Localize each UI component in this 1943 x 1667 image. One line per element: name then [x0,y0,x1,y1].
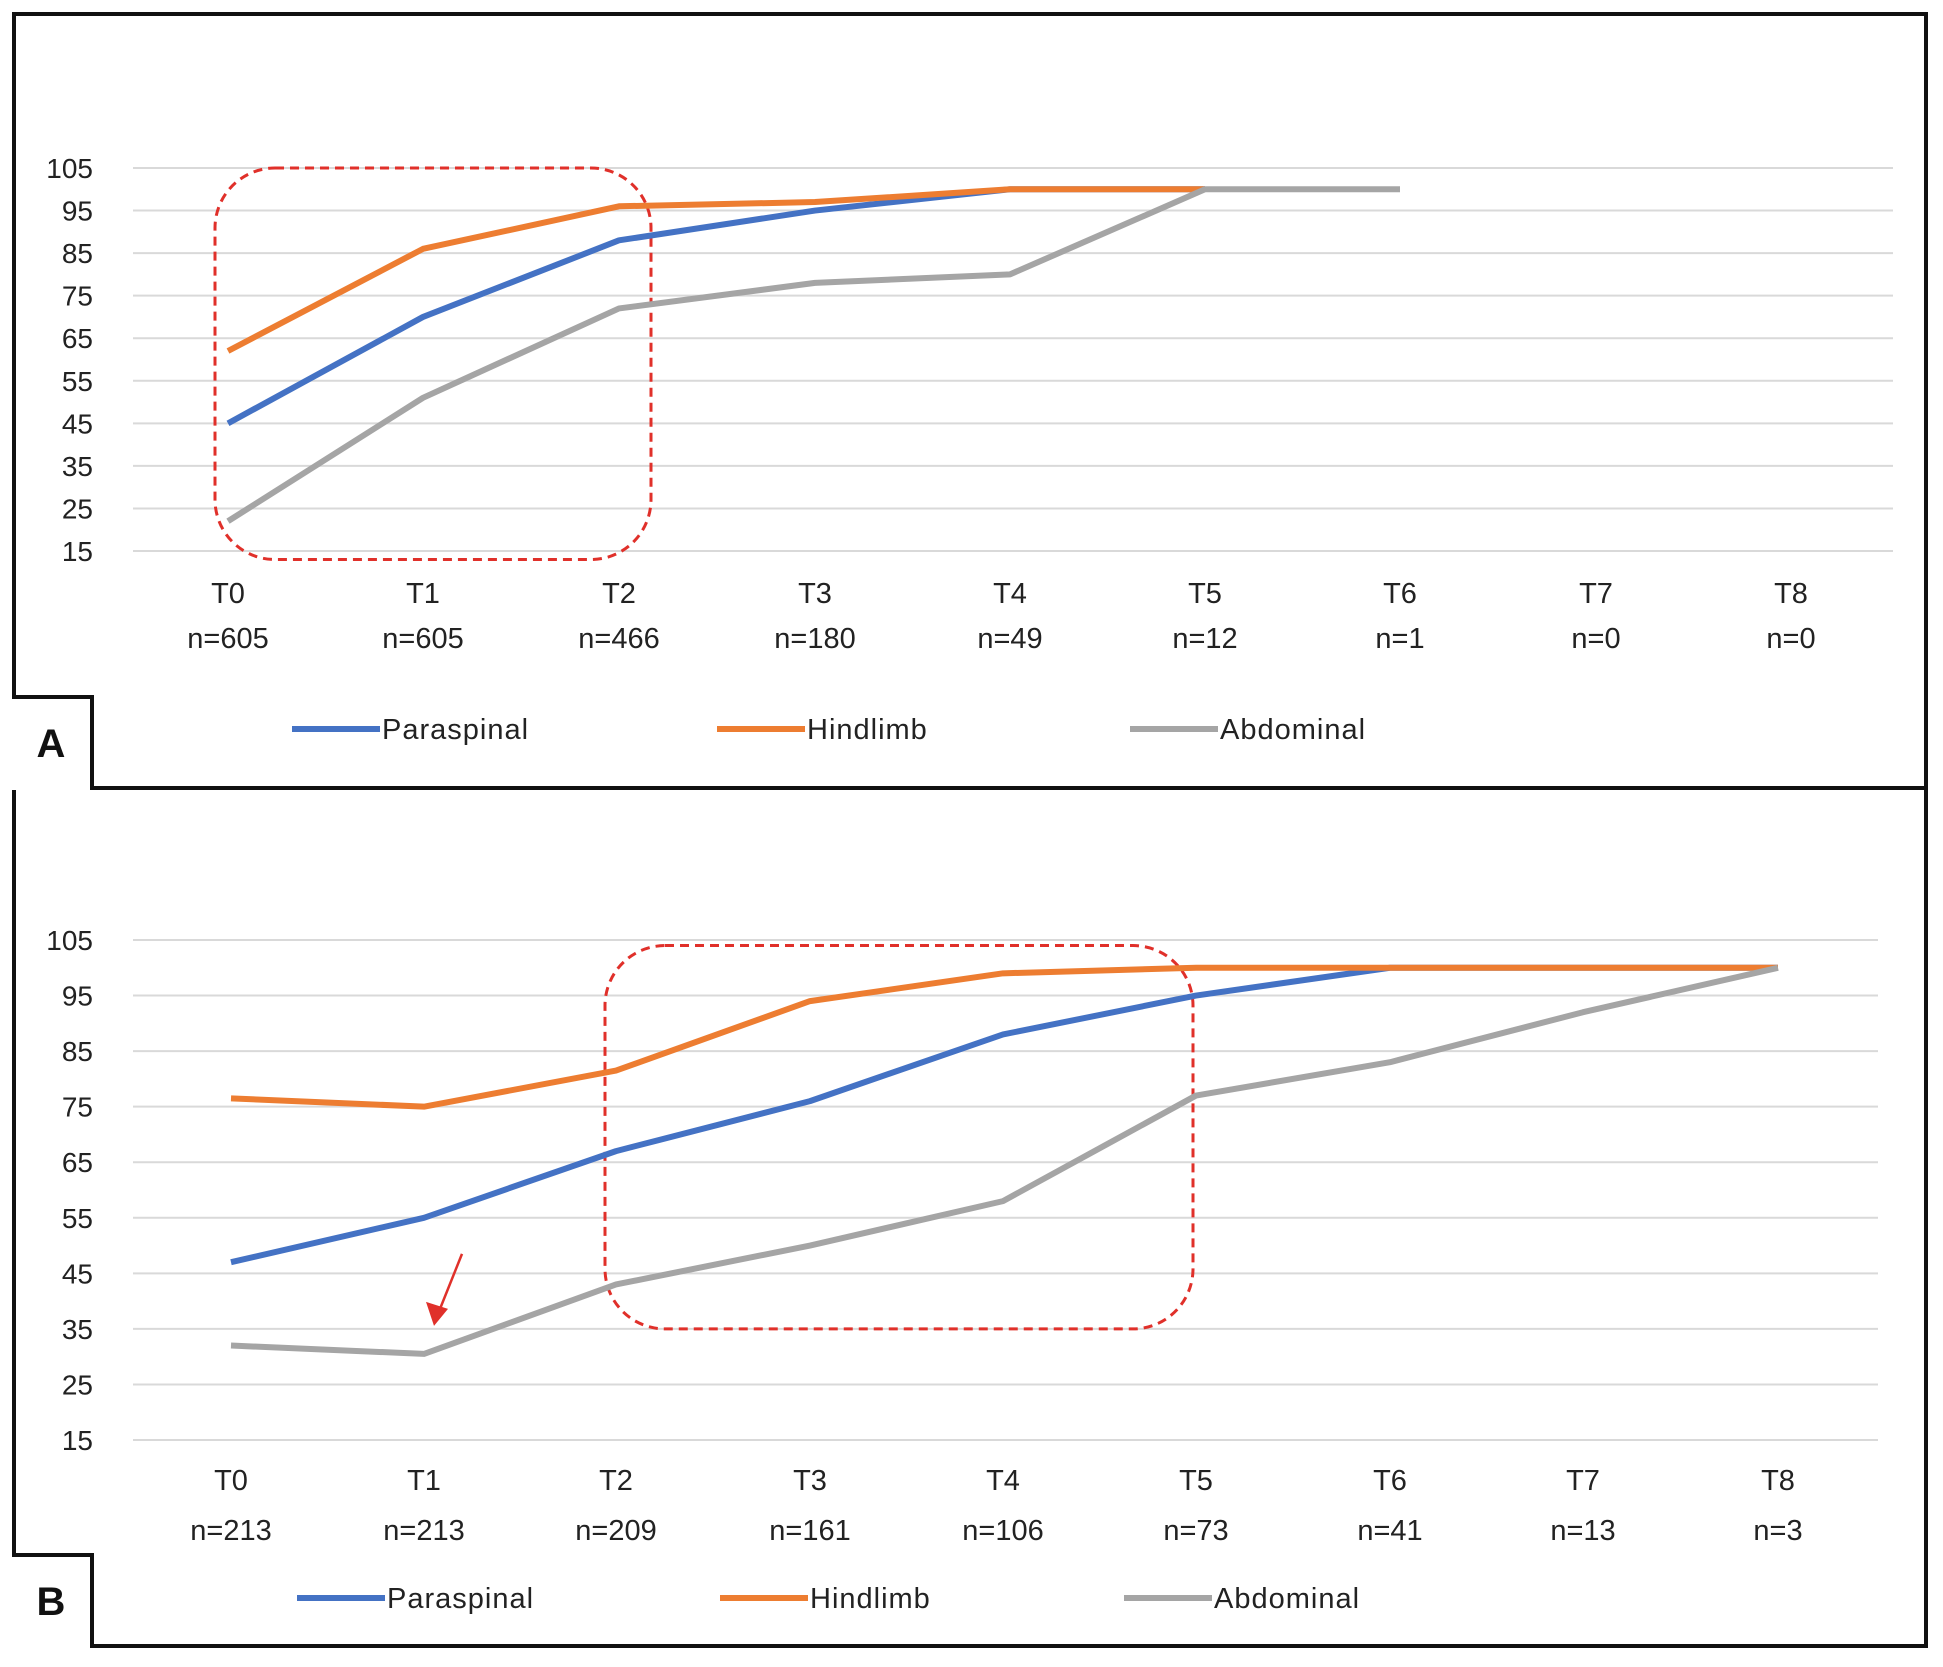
panel-b-series-abdominal-line [230,964,1779,1357]
panel-b-x-tick-label: T7 [1566,1465,1600,1497]
panel-b-y-tick-label: 35 [62,1314,93,1345]
panel-a-sample-size-label: n=466 [578,623,659,655]
panel-b-legend-paraspinal-label: Paraspinal [387,1583,534,1615]
panel-a-y-tick-label: 105 [46,153,93,184]
panel-a-sample-size-label: n=605 [382,623,463,655]
panel-b-x-tick-label: T5 [1179,1465,1213,1497]
panel-b-x-tick-label: T0 [214,1465,248,1497]
panel-b-sample-size-label: n=161 [769,1515,850,1547]
panel-a-x-tick-label: T7 [1579,578,1613,610]
panel-a-series-hindlimb-line [226,186,1205,354]
panel-a-y-tick-label: 25 [62,493,93,524]
panel-divider [12,786,1928,790]
panel-a-legend-paraspinal-label: Paraspinal [382,714,529,746]
panel-label-a: A [12,695,94,790]
panel-a-y-tick-label: 95 [62,196,93,227]
panel-a-sample-size-label: n=12 [1172,623,1237,655]
panel-b-series-hindlimb-line [230,964,1778,1110]
figure-frame [12,12,1928,1648]
panel-a-highlight-box [213,166,653,562]
panel-a-y-tick-label: 45 [62,408,93,439]
panel-a-series-abdominal-line [226,186,1400,524]
panel-a-sample-size-label: n=180 [774,623,855,655]
panel-b-x-tick-label: T8 [1761,1465,1795,1497]
panel-a-y-tick-label: 15 [62,536,93,567]
panel-b-y-tick-label: 95 [62,981,93,1012]
panel-b-y-tick-label: 65 [62,1147,93,1178]
panel-b-y-tick-label: 55 [62,1203,93,1234]
panel-b-y-tick-label: 15 [62,1425,93,1456]
panel-a-sample-size-label: n=605 [187,623,268,655]
panel-a-y-tick-label: 65 [62,323,93,354]
panel-a-sample-size-label: n=49 [977,623,1042,655]
panel-b-sample-size-label: n=13 [1550,1515,1615,1547]
panel-b-x-tick-label: T2 [599,1465,633,1497]
panel-b-y-tick-label: 45 [62,1258,93,1289]
panel-a-sample-size-label: n=0 [1571,623,1620,655]
panel-b-y-tick-label: 85 [62,1036,93,1067]
panel-a-y-tick-label: 85 [62,238,93,269]
panel-a-y-tick-label: 75 [62,281,93,312]
panel-b-arrow-shaft [436,1253,464,1315]
panel-b-x-tick-label: T3 [793,1465,827,1497]
panel-b-x-tick-label: T4 [986,1465,1020,1497]
panel-a-sample-size-label: n=0 [1766,623,1815,655]
panel-b-sample-size-label: n=106 [962,1515,1043,1547]
panel-b-y-tick-label: 25 [62,1369,93,1400]
panel-a-x-tick-label: T4 [993,578,1027,610]
panel-a-series-paraspinal-line [226,186,1205,426]
panel-b-sample-size-label: n=213 [190,1515,271,1547]
panel-b-highlight-box [603,944,1195,1331]
panel-b-sample-size-label: n=3 [1753,1515,1802,1547]
panel-b-arrow-head [426,1301,448,1326]
panel-a-x-tick-label: T5 [1188,578,1222,610]
panel-a-y-tick-label: 55 [62,366,93,397]
panel-a-x-tick-label: T0 [211,578,245,610]
panel-b-x-tick-label: T1 [407,1465,441,1497]
panel-b-legend-abdominal-label: Abdominal [1214,1583,1360,1615]
panel-a-x-tick-label: T1 [406,578,440,610]
panel-label-b: B [12,1553,94,1648]
panel-b-sample-size-label: n=213 [383,1515,464,1547]
panel-a-x-tick-label: T8 [1774,578,1808,610]
panel-b-y-tick-label: 75 [62,1092,93,1123]
panel-a-sample-size-label: n=1 [1375,623,1424,655]
panel-a-x-tick-label: T2 [602,578,636,610]
panel-b-x-tick-label: T6 [1373,1465,1407,1497]
panel-a-y-tick-label: 35 [62,451,93,482]
panel-a-legend-hindlimb-label: Hindlimb [807,714,928,746]
panel-a-x-tick-label: T6 [1383,578,1417,610]
panel-b-y-tick-label: 105 [46,925,93,956]
panel-a-x-tick-label: T3 [798,578,832,610]
panel-b-sample-size-label: n=209 [575,1515,656,1547]
panel-b-legend-hindlimb-label: Hindlimb [810,1583,931,1615]
panel-b-sample-size-label: n=73 [1163,1515,1228,1547]
panel-a-legend-abdominal-label: Abdominal [1220,714,1366,746]
panel-b-sample-size-label: n=41 [1357,1515,1422,1547]
